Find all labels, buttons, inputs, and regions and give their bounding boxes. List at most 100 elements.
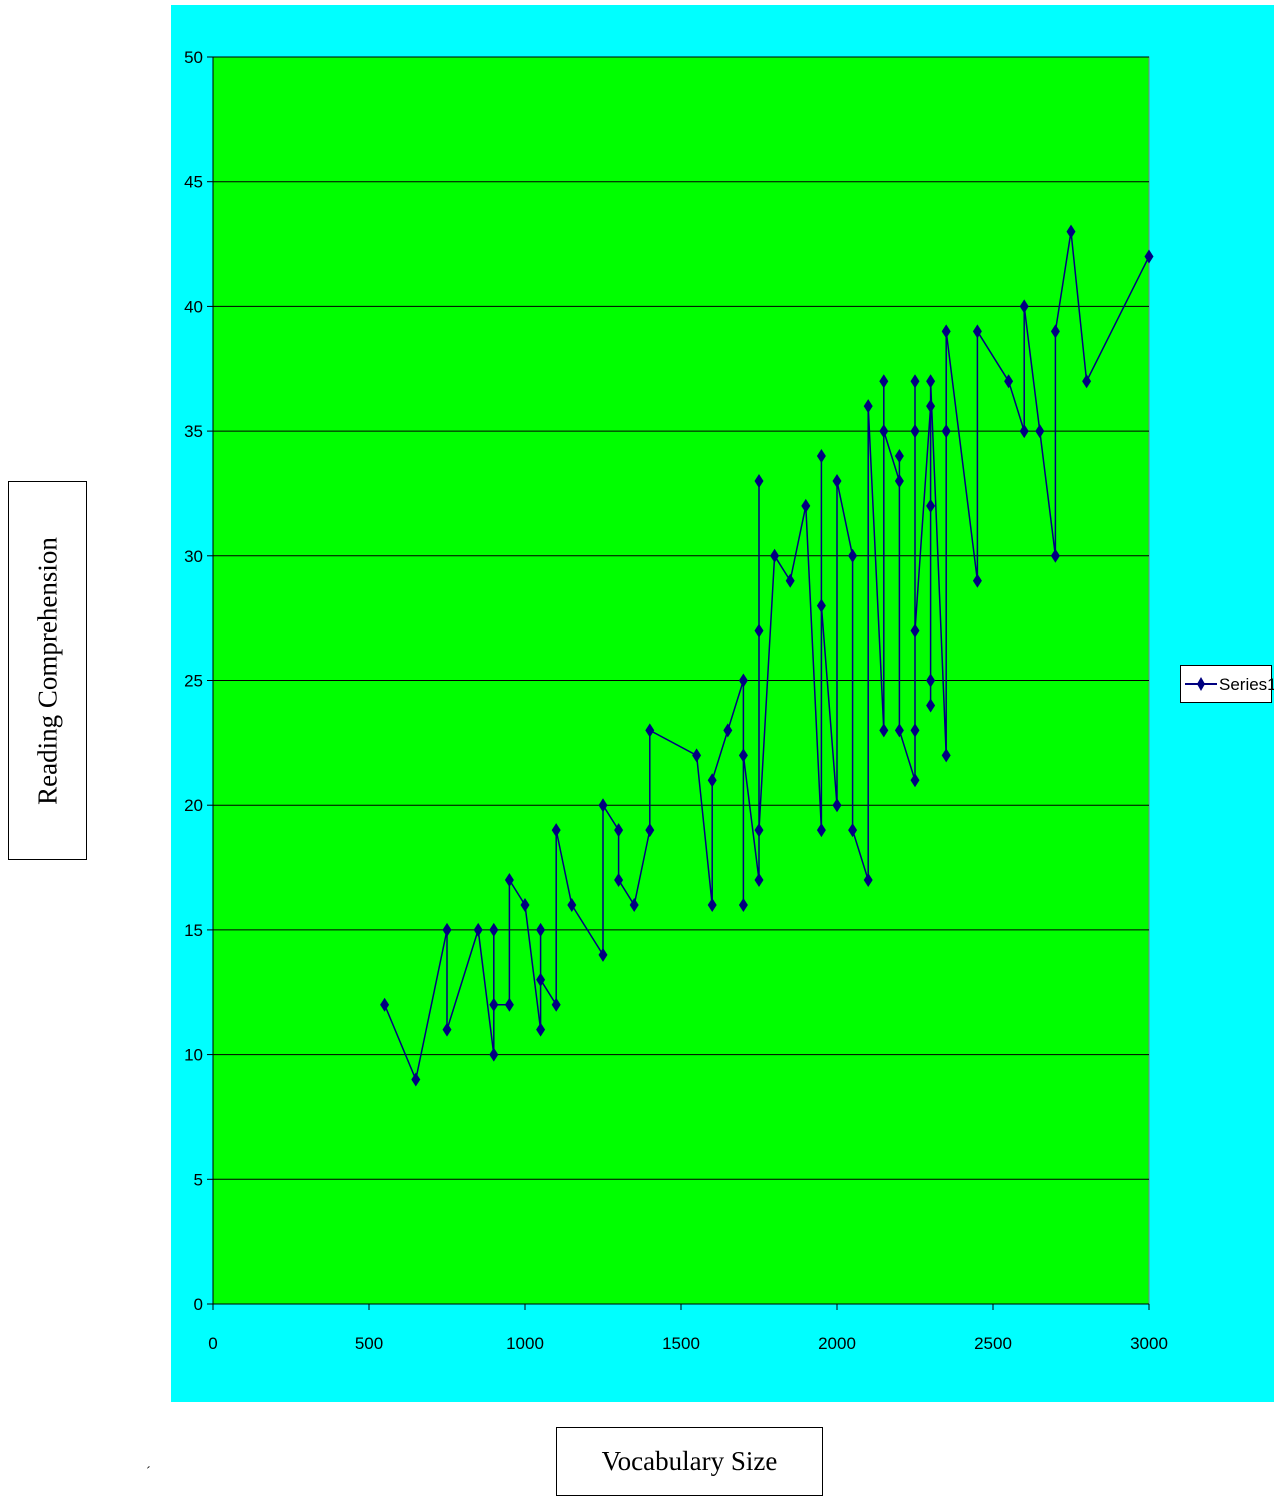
data-point	[411, 1072, 421, 1087]
chart-area: 0 5 10 15 20 25 30 35 40 45 50 0 500 1000 1500 2000 2500…	[171, 5, 1274, 1402]
data-point	[536, 922, 546, 937]
data-point	[629, 897, 639, 912]
y-tick-label: 0	[194, 1295, 203, 1314]
data-point	[1082, 374, 1092, 389]
x-axis-title: Vocabulary Size	[601, 1446, 778, 1476]
data-point	[879, 723, 889, 738]
y-axis-title-box: Reading Comprehension	[8, 481, 87, 860]
data-point	[941, 748, 951, 763]
data-point	[910, 424, 920, 439]
y-tick-label: 25	[184, 672, 203, 691]
data-point	[1035, 424, 1045, 439]
data-point	[707, 773, 717, 788]
y-tick-label: 10	[184, 1046, 203, 1065]
data-point	[614, 873, 624, 888]
data-point	[941, 424, 951, 439]
legend-label: Series1	[1219, 675, 1274, 694]
legend: Series1	[1180, 665, 1274, 703]
x-tick-label: 1000	[506, 1334, 544, 1353]
data-point	[645, 723, 655, 738]
data-point	[863, 873, 873, 888]
data-point	[1019, 299, 1029, 314]
data-point	[972, 324, 982, 339]
data-point	[926, 673, 936, 688]
data-point	[816, 449, 826, 464]
data-point	[926, 399, 936, 414]
data-point	[848, 823, 858, 838]
data-point	[910, 773, 920, 788]
data-point	[910, 374, 920, 389]
data-point	[926, 498, 936, 513]
data-point	[614, 823, 624, 838]
data-point	[692, 748, 702, 763]
data-point	[910, 623, 920, 638]
data-point	[598, 947, 608, 962]
data-point	[1066, 224, 1076, 239]
data-point	[489, 997, 499, 1012]
data-point	[1050, 324, 1060, 339]
legend-marker-icon	[1185, 677, 1217, 691]
y-tick-label: 30	[184, 547, 203, 566]
data-point	[551, 823, 561, 838]
data-point	[801, 498, 811, 513]
data-point	[1019, 424, 1029, 439]
x-tick-label: 1500	[662, 1334, 700, 1353]
y-tick-label: 20	[184, 796, 203, 815]
x-tick-label: 0	[208, 1334, 217, 1353]
data-point	[863, 399, 873, 414]
data-point	[785, 573, 795, 588]
data-point	[926, 698, 936, 713]
data-point	[832, 798, 842, 813]
data-point	[816, 823, 826, 838]
y-tick-label: 40	[184, 297, 203, 316]
data-point	[551, 997, 561, 1012]
data-point	[738, 673, 748, 688]
data-point	[754, 623, 764, 638]
y-axis-title: Reading Comprehension	[32, 536, 62, 805]
data-point	[894, 449, 904, 464]
data-point	[489, 922, 499, 937]
data-point	[894, 473, 904, 488]
data-point	[848, 548, 858, 563]
data-point	[473, 922, 483, 937]
x-axis-title-box: Vocabulary Size	[556, 1427, 823, 1496]
data-point	[816, 598, 826, 613]
x-tick-label: 2500	[974, 1334, 1012, 1353]
data-point	[442, 1022, 452, 1037]
data-point	[723, 723, 733, 738]
data-point	[754, 823, 764, 838]
data-point	[504, 873, 514, 888]
data-point	[380, 997, 390, 1012]
data-point	[972, 573, 982, 588]
data-point	[832, 473, 842, 488]
data-point	[770, 548, 780, 563]
data-point	[738, 897, 748, 912]
data-point	[1004, 374, 1014, 389]
data-point	[879, 424, 889, 439]
y-tick-label: 50	[184, 48, 203, 67]
stray-mark: ´	[146, 1465, 151, 1480]
data-point	[520, 897, 530, 912]
x-tick-label: 500	[355, 1334, 383, 1353]
data-point	[941, 324, 951, 339]
data-point	[754, 873, 764, 888]
y-tick-label: 35	[184, 422, 203, 441]
y-tick-label: 15	[184, 921, 203, 940]
data-point	[645, 823, 655, 838]
data-point	[504, 997, 514, 1012]
data-point	[536, 1022, 546, 1037]
data-point	[894, 723, 904, 738]
data-point	[442, 922, 452, 937]
y-tick-label: 45	[184, 173, 203, 192]
data-point	[1050, 548, 1060, 563]
data-point	[598, 798, 608, 813]
y-tick-label: 5	[194, 1170, 203, 1189]
data-point	[926, 374, 936, 389]
data-point	[879, 374, 889, 389]
data-point	[707, 897, 717, 912]
data-point	[1144, 249, 1154, 264]
data-point	[489, 1047, 499, 1062]
data-point	[567, 897, 577, 912]
data-point	[754, 473, 764, 488]
